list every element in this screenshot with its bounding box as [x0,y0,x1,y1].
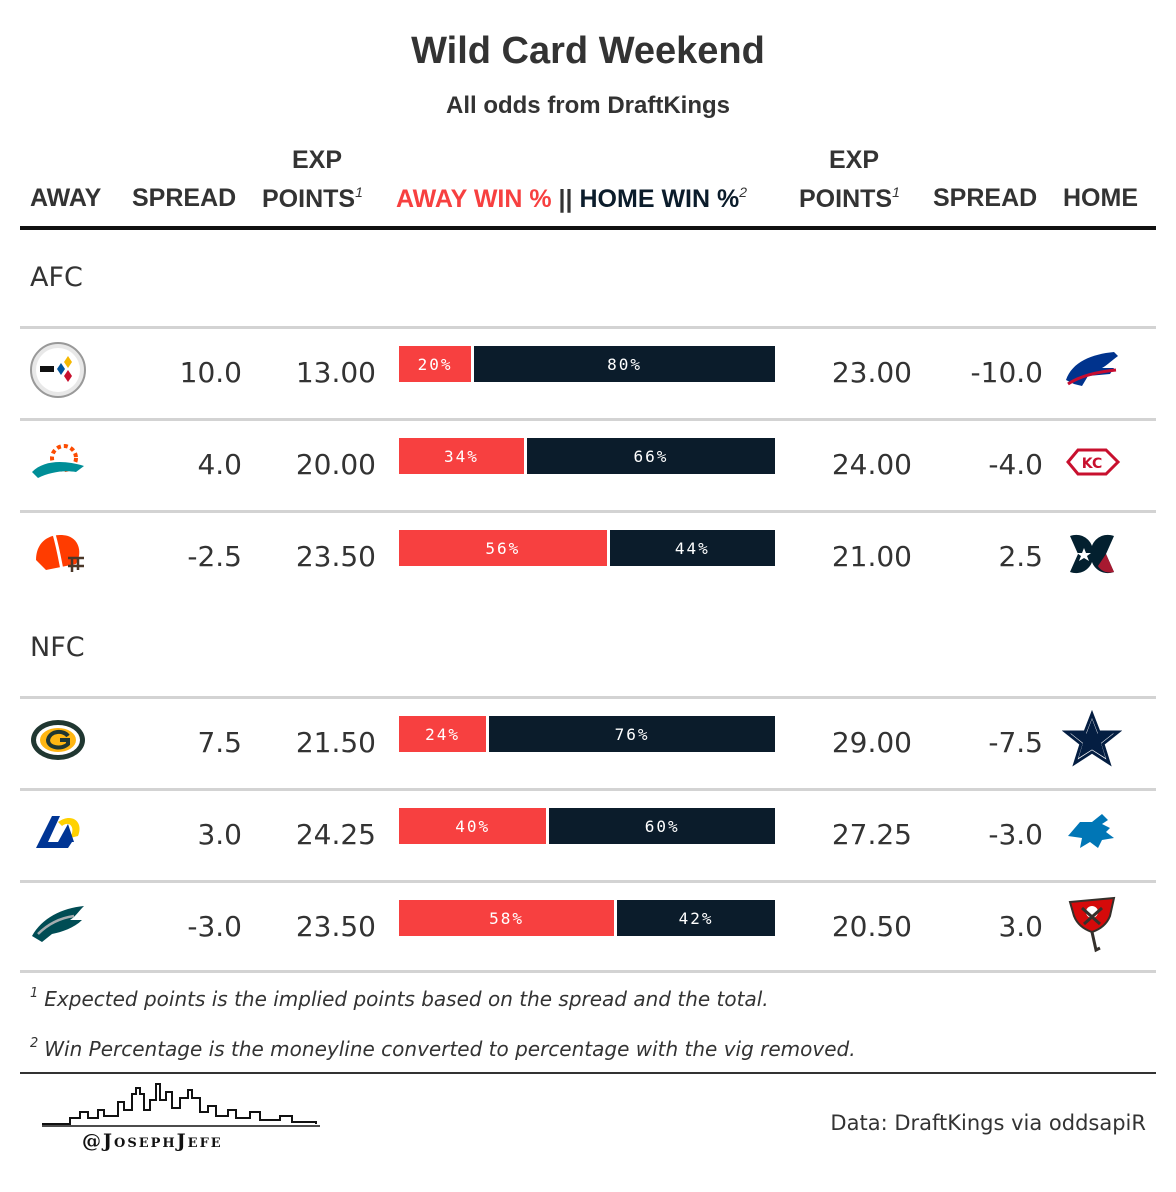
eagles-logo-icon [28,894,88,954]
home-exp-points: 20.50 [831,910,912,943]
win-pct-bar: 56% 44% [399,530,775,566]
home-spread: -10.0 [970,356,1043,389]
win-pct-bar: 34% 66% [399,438,775,474]
home-win-segment: 42% [617,900,775,936]
header-rule [20,226,1156,230]
col-away-exp: EXP [292,146,343,174]
row-separator [20,696,1156,699]
svg-text:KC: KC [1082,456,1103,472]
away-exp-points: 13.00 [295,356,376,389]
table-bottom-rule [20,970,1156,973]
home-spread: 3.0 [998,910,1043,943]
footnote-2: 2 Win Percentage is the moneyline convert… [30,1036,856,1061]
col-home: HOME [1063,184,1138,212]
col-home-exp: EXP [829,146,880,174]
away-exp-points: 23.50 [295,910,376,943]
page-subtitle: All odds from DraftKings [445,92,730,119]
away-spread: 10.0 [179,356,242,389]
away-exp-points: 24.25 [295,818,376,851]
home-spread: -4.0 [988,448,1043,481]
away-win-segment: 24% [399,716,490,752]
col-away: AWAY [30,184,102,212]
away-exp-points: 23.50 [295,540,376,573]
footer-rule [20,1072,1156,1074]
texans-logo-icon [1062,524,1122,584]
packers-logo-icon [28,710,88,770]
home-win-segment: 80% [474,346,775,382]
group-label-afc: AFC [30,262,83,293]
away-spread: -3.0 [187,910,242,943]
home-exp-points: 21.00 [831,540,912,573]
col-away-spread: SPREAD [132,184,237,212]
bills-logo-icon [1062,340,1122,400]
row-separator [20,326,1156,329]
col-win-pct: AWAY WIN % || HOME WIN %2 [396,184,748,213]
away-spread: 3.0 [197,818,242,851]
home-win-segment: 76% [489,716,775,752]
win-pct-bar: 20% 80% [399,346,775,382]
away-win-segment: 58% [399,900,618,936]
browns-logo-icon [28,524,88,584]
col-home-spread: SPREAD [933,184,1038,212]
home-exp-points: 23.00 [831,356,912,389]
home-spread: -7.5 [988,726,1043,759]
row-separator [20,880,1156,883]
home-spread: -3.0 [988,818,1043,851]
win-pct-bar: 40% 60% [399,808,775,844]
away-win-header: AWAY WIN % [396,185,552,213]
rams-logo-icon [28,802,88,862]
footnote-1: 1 Expected points is the implied points b… [30,986,769,1011]
home-win-segment: 66% [526,438,775,474]
away-win-segment: 20% [399,346,475,382]
win-pct-bar: 24% 76% [399,716,775,752]
data-credit: Data: DraftKings via oddsapiR [830,1111,1146,1135]
away-exp-points: 21.50 [295,726,376,759]
away-win-segment: 40% [399,808,550,844]
author-handle: @JosephJefe [82,1130,223,1152]
home-exp-points: 24.00 [831,448,912,481]
home-win-header: HOME WIN % [579,185,740,213]
home-win-segment: 44% [609,530,775,566]
steelers-logo-icon [28,340,88,400]
page-title: Wild Card Weekend [411,30,765,72]
col-home-points: POINTS1 [799,184,900,213]
lions-logo-icon [1062,802,1122,862]
win-pct-bar: 58% 42% [399,900,775,936]
col-away-points: POINTS1 [262,184,363,213]
skyline-icon [42,1083,320,1127]
away-spread: 7.5 [197,726,242,759]
home-win-segment: 60% [549,808,775,844]
away-exp-points: 20.00 [295,448,376,481]
home-spread: 2.5 [998,540,1043,573]
home-exp-points: 27.25 [831,818,912,851]
row-separator [20,510,1156,513]
away-win-segment: 56% [399,530,610,566]
away-spread: -2.5 [187,540,242,573]
buccaneers-logo-icon [1062,894,1122,954]
dolphins-logo-icon [28,432,88,492]
row-separator [20,418,1156,421]
row-separator [20,788,1156,791]
away-spread: 4.0 [197,448,242,481]
group-label-nfc: NFC [30,632,85,663]
cowboys-logo-icon [1061,709,1123,770]
home-exp-points: 29.00 [831,726,912,759]
away-win-segment: 34% [399,438,527,474]
chiefs-logo-icon: KC [1062,432,1122,492]
